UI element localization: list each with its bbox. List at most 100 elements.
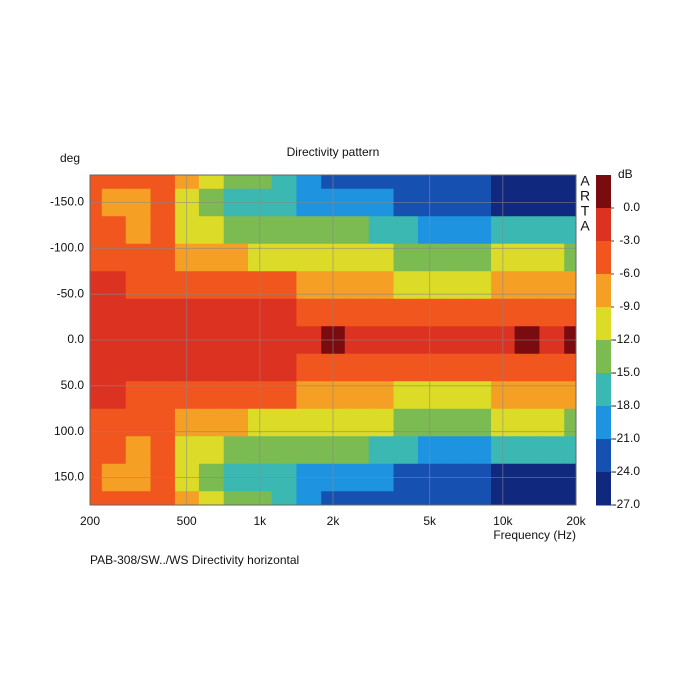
heat-cell	[368, 216, 395, 245]
heat-cell	[539, 353, 565, 382]
heat-cell	[368, 353, 395, 382]
heat-cell	[539, 175, 565, 190]
heat-cell	[417, 271, 443, 300]
colorbar-segment	[596, 274, 611, 308]
heat-cell	[101, 436, 127, 465]
colorbar-tick-label: 0.0	[623, 200, 640, 214]
heat-cell	[125, 491, 152, 506]
heat-cell	[368, 436, 395, 465]
colorbar-segment	[596, 241, 611, 275]
heat-cell	[296, 298, 322, 327]
heat-cell	[90, 408, 103, 437]
heat-cell	[368, 271, 395, 300]
colorbar-tick-label: -21.0	[613, 431, 641, 445]
heat-cell	[441, 353, 468, 382]
y-tick-label: 50.0	[61, 378, 85, 392]
heat-cell	[101, 271, 127, 300]
heat-cell	[564, 436, 577, 465]
x-axis-label: Frequency (Hz)	[493, 528, 576, 542]
heat-cell	[223, 353, 249, 382]
heat-cell	[90, 175, 103, 190]
heat-cell	[271, 436, 297, 465]
heat-cell	[539, 216, 565, 245]
colorbar-segment	[596, 307, 611, 341]
heat-cell	[198, 408, 225, 437]
heat-cell	[466, 175, 492, 190]
heat-cell	[393, 353, 419, 382]
heat-cell	[539, 408, 565, 437]
colorbar-tick-label: -3.0	[619, 233, 640, 247]
watermark-letter: R	[580, 188, 590, 204]
plot-frame	[89, 174, 577, 506]
heat-cell	[223, 216, 249, 245]
y-tick-label: 150.0	[54, 470, 84, 484]
heat-cell	[125, 298, 152, 327]
heat-cell	[441, 175, 468, 190]
heat-cell	[198, 436, 225, 465]
x-tick-label: 10k	[493, 514, 513, 528]
heat-cell	[296, 353, 322, 382]
heat-cell	[564, 353, 577, 382]
heat-cell	[90, 298, 103, 327]
heat-cell	[271, 298, 297, 327]
heat-cell	[101, 298, 127, 327]
colorbar-segment	[596, 208, 611, 242]
colorbar-label: dB	[618, 167, 633, 181]
heat-cell	[296, 175, 322, 190]
heat-cell	[514, 491, 540, 506]
heat-cell	[564, 408, 577, 437]
heat-cell	[296, 408, 322, 437]
colorbar-tick-label: -6.0	[619, 266, 640, 280]
heat-cell	[90, 243, 103, 272]
heat-cell	[417, 436, 443, 465]
heat-cell	[125, 436, 152, 465]
heat-cell	[417, 216, 443, 245]
heat-cell	[271, 175, 297, 190]
heat-cell	[125, 408, 152, 437]
heat-cell	[539, 298, 565, 327]
colorbar-tick-label: -24.0	[613, 464, 641, 478]
heat-cell	[101, 216, 127, 245]
heat-cell	[101, 408, 127, 437]
heat-cell	[125, 216, 152, 245]
heat-cell	[514, 175, 540, 190]
heat-cell	[174, 436, 200, 465]
heat-cell	[101, 175, 127, 190]
heat-cell	[417, 408, 443, 437]
heat-cell	[564, 243, 577, 272]
heat-cell	[344, 353, 370, 382]
heat-cell	[393, 436, 419, 465]
heat-cell	[539, 491, 565, 506]
heat-cell	[514, 216, 540, 245]
heat-cell	[90, 436, 103, 465]
x-tick-label: 2k	[327, 514, 341, 528]
heat-cell	[90, 491, 103, 506]
x-tick-label: 1k	[254, 514, 268, 528]
heat-cell	[125, 175, 152, 190]
heat-cell	[466, 408, 492, 437]
heat-cell	[441, 271, 468, 300]
heat-cell	[150, 408, 176, 437]
heat-cell	[150, 175, 176, 190]
watermark-letter: A	[580, 218, 590, 234]
heat-cell	[514, 408, 540, 437]
x-tick-label: 5k	[423, 514, 437, 528]
heat-cell	[271, 408, 297, 437]
heat-cell	[514, 298, 540, 327]
heat-cell	[368, 491, 395, 506]
x-tick-label: 500	[177, 514, 197, 528]
chart-title: Directivity pattern	[287, 145, 380, 159]
heat-cell	[198, 491, 225, 506]
heat-cell	[90, 381, 103, 410]
heat-cell	[393, 216, 419, 245]
heat-cell	[393, 175, 419, 190]
colorbar-segment	[596, 373, 611, 407]
heat-cell	[271, 353, 297, 382]
y-tick-label: -150.0	[50, 195, 84, 209]
footer: PAB-308/SW../WS Directivity horizontal	[90, 553, 299, 567]
x-tick-label: 200	[80, 514, 100, 528]
colorbar-segment	[596, 175, 611, 209]
y-tick-label: -100.0	[50, 241, 84, 255]
heat-cell	[271, 216, 297, 245]
